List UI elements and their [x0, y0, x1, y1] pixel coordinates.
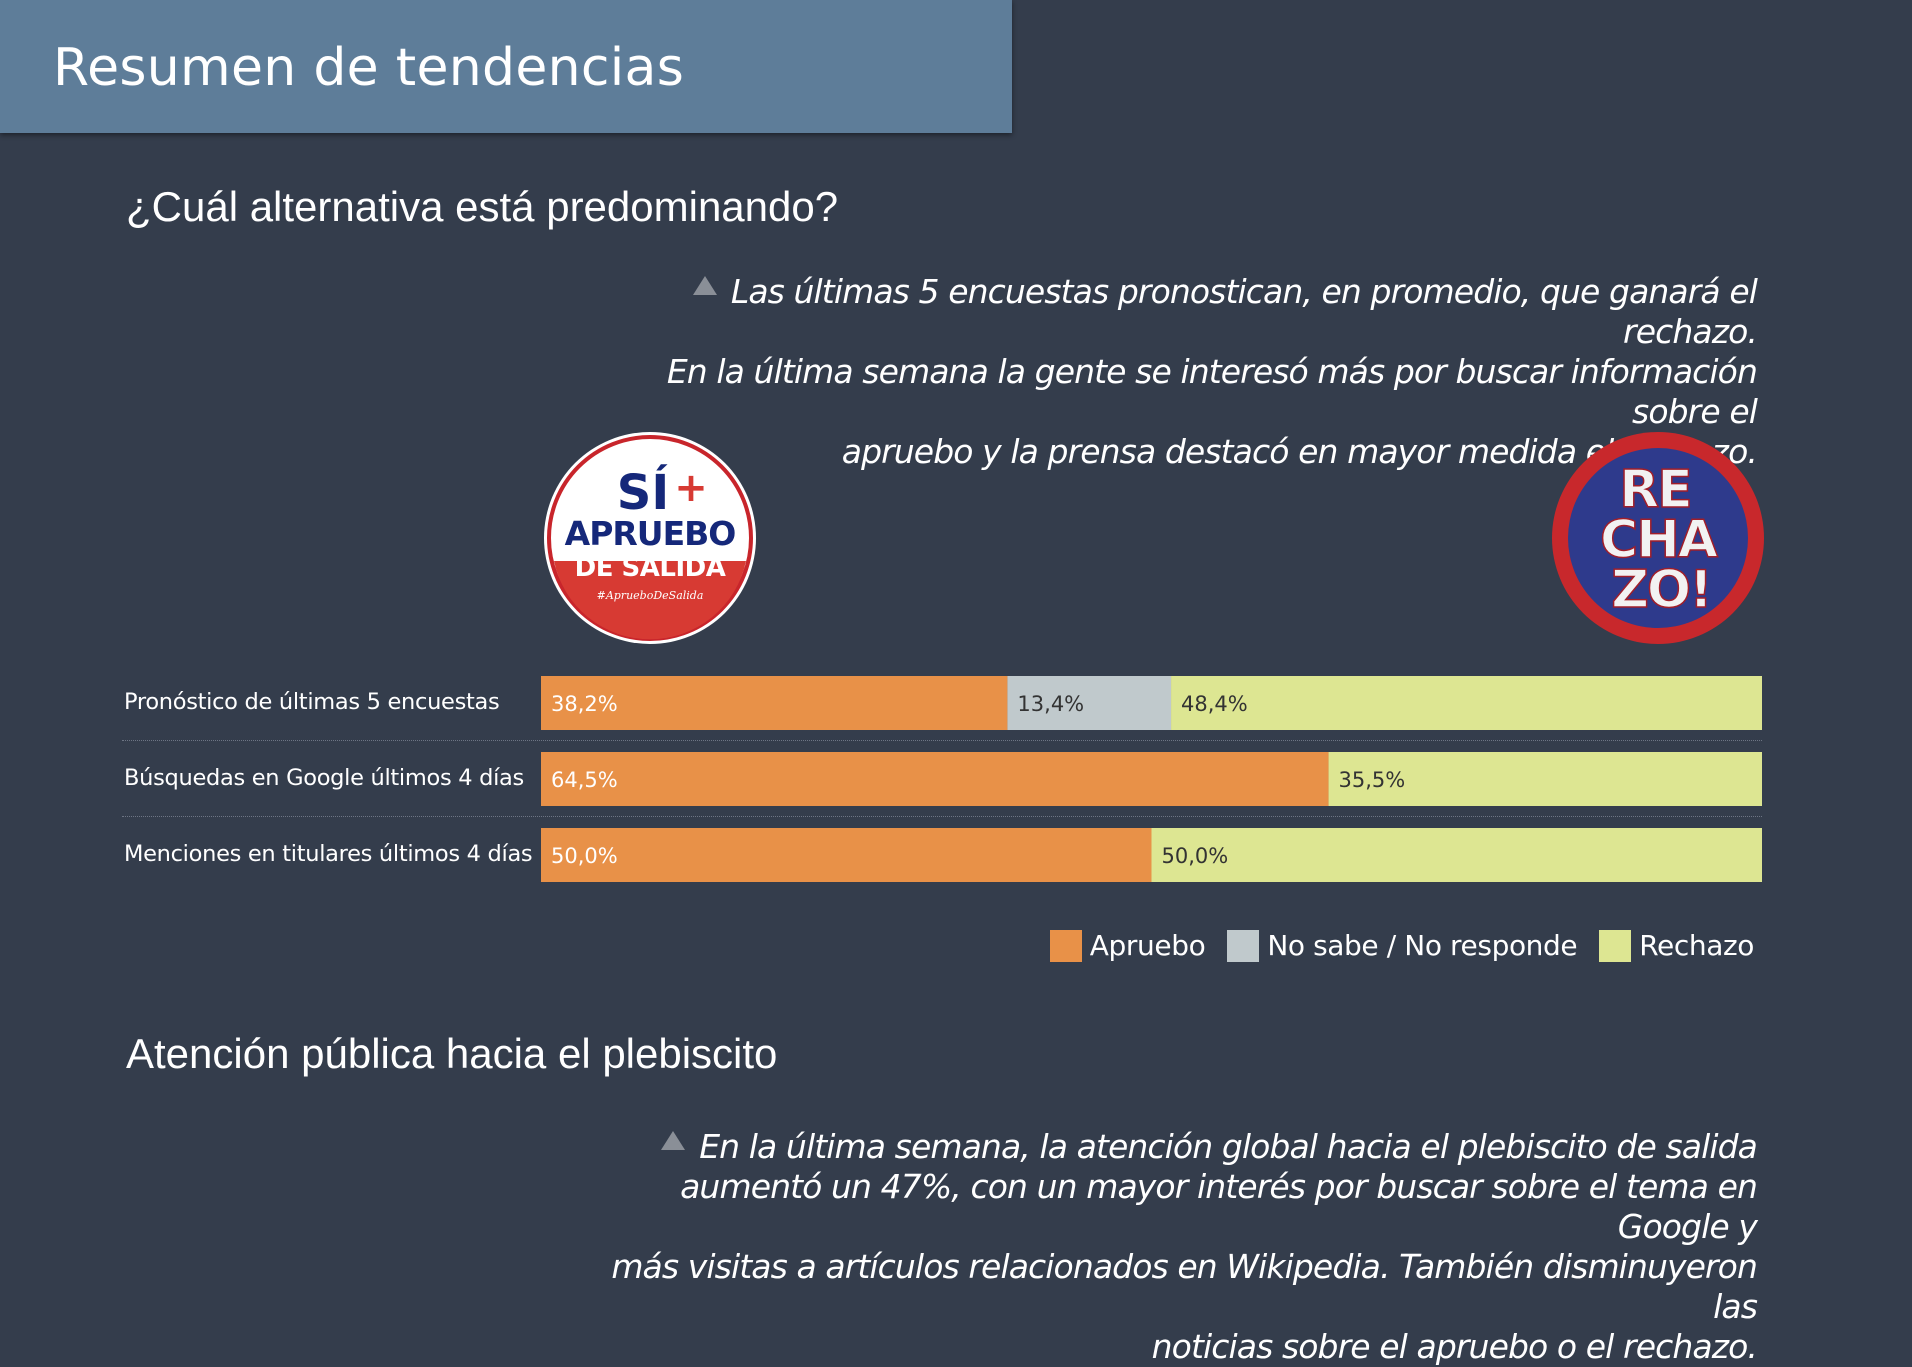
row-separator	[122, 740, 1762, 741]
rechazo-logo: RE CHA ZO!	[1552, 432, 1764, 644]
stacked-bar-chart: 38,2% 13,4% 48,4% 64,5% 35,5% 50,0% 50,0%	[541, 676, 1762, 882]
row-separator	[122, 816, 1762, 817]
note-line: Las últimas 5 encuestas pronostican, en …	[607, 272, 1758, 352]
rechazo-logo-re: RE	[1619, 460, 1691, 520]
legend-item-rechazo: Rechazo	[1599, 929, 1754, 962]
note-line-text: Las últimas 5 encuestas pronostican, en …	[730, 272, 1758, 351]
rechazo-logo-cha: CHA	[1600, 510, 1718, 570]
note-atencion: En la última semana, la atención global …	[607, 1127, 1758, 1367]
data-label: 50,0%	[551, 844, 618, 868]
rechazo-logo-zo: ZO!	[1611, 560, 1711, 620]
note-line-text: En la última semana, la atención global …	[699, 1127, 1758, 1166]
page-title: Resumen de tendencias	[53, 38, 685, 98]
note-line: En la última semana la gente se interesó…	[666, 352, 1758, 431]
note-line: noticias sobre el apruebo o el rechazo.	[1151, 1327, 1758, 1366]
apruebo-logo-plus: +	[674, 465, 708, 511]
row-label: Búsquedas en Google últimos 4 días	[124, 765, 524, 791]
legend-swatch	[1599, 929, 1632, 962]
legend-label: Apruebo	[1089, 929, 1206, 962]
section-title-alternativa: ¿Cuál alternativa está predominando?	[126, 183, 839, 230]
apruebo-logo-apruebo: APRUEBO	[565, 514, 736, 553]
data-label: 38,2%	[551, 692, 618, 716]
legend-label: No sabe / No responde	[1267, 929, 1578, 962]
data-label: 48,4%	[1181, 692, 1248, 716]
note-line: más visitas a artículos relacionados en …	[611, 1247, 1758, 1326]
triangle-icon	[692, 276, 717, 295]
note-line: En la última semana, la atención global …	[607, 1127, 1758, 1167]
bar-segment	[1171, 676, 1762, 730]
row-label: Menciones en titulares últimos 4 días	[124, 841, 533, 867]
legend-label: Rechazo	[1639, 929, 1754, 962]
section-title-atencion: Atención pública hacia el plebiscito	[126, 1030, 778, 1077]
data-label: 50,0%	[1162, 844, 1229, 868]
data-label: 64,5%	[551, 768, 618, 792]
bar-segment	[541, 828, 1152, 882]
legend-swatch	[1049, 929, 1082, 962]
bar-segment	[1328, 752, 1762, 806]
note-alternativa: Las últimas 5 encuestas pronostican, en …	[607, 272, 1758, 472]
note-line: aumentó un 47%, con un mayor interés por…	[680, 1167, 1758, 1246]
apruebo-logo-hashtag: #AprueboDeSalida	[597, 589, 704, 602]
row-label: Pronóstico de últimas 5 encuestas	[124, 689, 500, 715]
chart-legend: Apruebo No sabe / No responde Rechazo	[1049, 929, 1754, 962]
apruebo-logo-de-salida: DE SALIDA	[575, 553, 726, 583]
apruebo-logo-si: SÍ	[617, 464, 669, 521]
bar-segment	[541, 676, 1008, 730]
bar-segment	[541, 752, 1329, 806]
legend-swatch	[1227, 929, 1260, 962]
data-label: 35,5%	[1339, 768, 1406, 792]
legend-item-apruebo: Apruebo	[1049, 929, 1206, 962]
triangle-icon	[661, 1131, 686, 1150]
apruebo-logo: SÍ + APRUEBO DE SALIDA #AprueboDeSalida	[544, 432, 756, 644]
bar-segment	[1151, 828, 1762, 882]
bar-segment	[1007, 676, 1172, 730]
legend-item-no-sabe: No sabe / No responde	[1227, 929, 1578, 962]
data-label: 13,4%	[1017, 692, 1084, 716]
header-bar: Resumen de tendencias	[0, 0, 1012, 133]
